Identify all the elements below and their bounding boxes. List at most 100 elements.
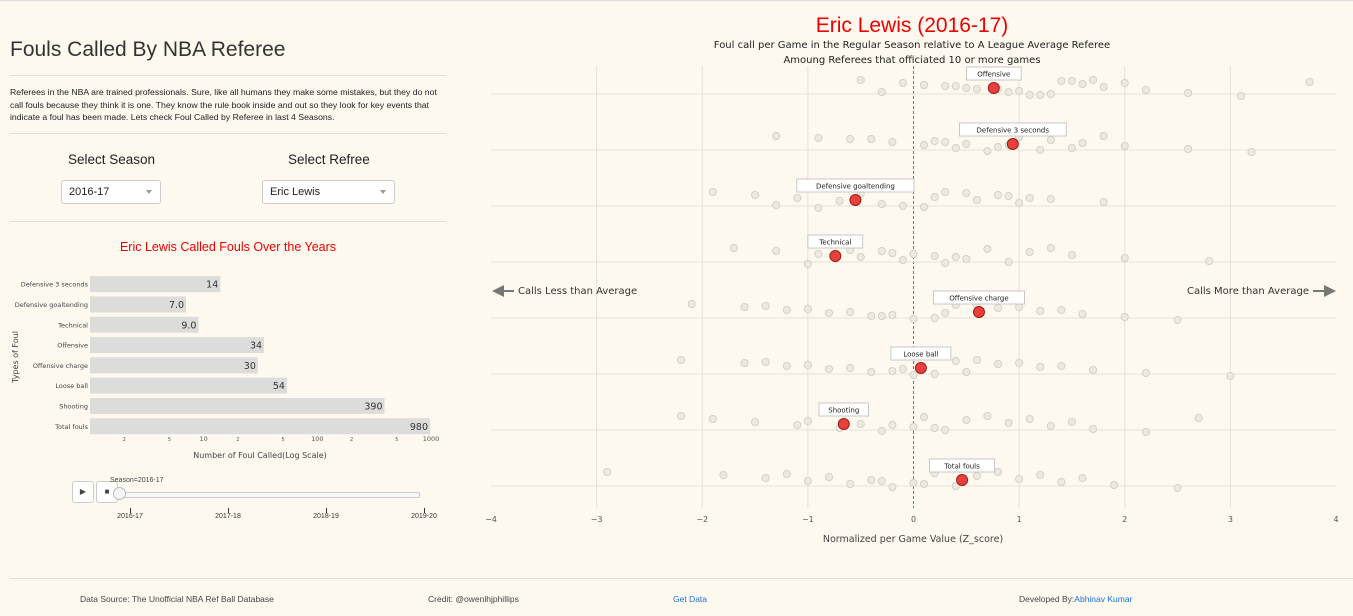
league-referee-point[interactable] (920, 140, 929, 149)
bar[interactable] (90, 377, 287, 394)
league-referee-point[interactable] (782, 361, 791, 370)
league-referee-point[interactable] (983, 146, 992, 155)
league-referee-point[interactable] (888, 248, 897, 257)
league-referee-point[interactable] (1089, 76, 1098, 85)
league-referee-point[interactable] (941, 82, 950, 91)
league-referee-point[interactable] (898, 201, 907, 210)
bar[interactable] (90, 296, 187, 313)
selected-referee-point[interactable] (829, 250, 842, 262)
league-referee-point[interactable] (867, 134, 876, 143)
league-referee-point[interactable] (1173, 483, 1182, 492)
league-referee-point[interactable] (1141, 86, 1150, 95)
league-referee-point[interactable] (920, 81, 929, 90)
league-referee-point[interactable] (867, 475, 876, 484)
league-referee-point[interactable] (772, 200, 781, 209)
league-referee-point[interactable] (1015, 87, 1024, 96)
league-referee-point[interactable] (951, 356, 960, 365)
league-referee-point[interactable] (1120, 253, 1129, 262)
slider-step-label[interactable]: 2018-19 (313, 513, 339, 520)
league-referee-point[interactable] (1089, 424, 1098, 433)
league-referee-point[interactable] (1067, 250, 1076, 259)
league-referee-point[interactable] (909, 478, 918, 487)
league-referee-point[interactable] (814, 203, 823, 212)
selected-referee-point[interactable] (914, 362, 927, 374)
league-referee-point[interactable] (761, 301, 770, 310)
league-referee-point[interactable] (1078, 473, 1087, 482)
selected-referee-point[interactable] (837, 418, 850, 430)
league-referee-point[interactable] (941, 308, 950, 317)
league-referee-point[interactable] (708, 414, 717, 423)
selected-referee-point[interactable] (1006, 138, 1019, 150)
league-referee-point[interactable] (962, 415, 971, 424)
league-referee-point[interactable] (867, 311, 876, 320)
league-referee-point[interactable] (825, 364, 834, 373)
league-referee-point[interactable] (1046, 194, 1055, 203)
league-referee-point[interactable] (962, 188, 971, 197)
league-referee-point[interactable] (994, 303, 1003, 312)
league-referee-point[interactable] (1046, 243, 1055, 252)
selected-referee-point[interactable] (972, 306, 985, 318)
league-referee-point[interactable] (1173, 315, 1182, 324)
league-referee-point[interactable] (941, 187, 950, 196)
league-referee-point[interactable] (1004, 257, 1013, 266)
league-referee-point[interactable] (920, 412, 929, 421)
league-referee-point[interactable] (930, 251, 939, 260)
league-referee-point[interactable] (1067, 417, 1076, 426)
league-referee-point[interactable] (983, 411, 992, 420)
league-referee-point[interactable] (1184, 89, 1193, 98)
league-referee-point[interactable] (1078, 138, 1087, 147)
league-referee-point[interactable] (930, 369, 939, 378)
league-referee-point[interactable] (962, 254, 971, 263)
league-referee-point[interactable] (867, 367, 876, 376)
league-referee-point[interactable] (677, 355, 686, 364)
league-referee-point[interactable] (1004, 88, 1013, 97)
league-referee-point[interactable] (962, 139, 971, 148)
league-referee-point[interactable] (803, 360, 812, 369)
league-referee-point[interactable] (687, 299, 696, 308)
league-referee-point[interactable] (930, 192, 939, 201)
league-referee-point[interactable] (920, 479, 929, 488)
league-referee-point[interactable] (846, 363, 855, 372)
league-referee-point[interactable] (1004, 418, 1013, 427)
league-referee-point[interactable] (761, 473, 770, 482)
league-referee-point[interactable] (1015, 474, 1024, 483)
league-referee-point[interactable] (856, 76, 865, 85)
league-referee-point[interactable] (1025, 414, 1034, 423)
developer-link[interactable]: Abhinav Kumar (1074, 594, 1133, 604)
league-referee-point[interactable] (1141, 368, 1150, 377)
league-referee-point[interactable] (1046, 421, 1055, 430)
league-referee-point[interactable] (898, 364, 907, 373)
bar[interactable] (90, 397, 385, 414)
league-referee-point[interactable] (1089, 365, 1098, 374)
bar[interactable] (90, 316, 199, 333)
league-referee-point[interactable] (951, 252, 960, 261)
bar[interactable] (90, 276, 221, 293)
league-referee-point[interactable] (877, 311, 886, 320)
league-referee-point[interactable] (1205, 256, 1214, 265)
league-referee-point[interactable] (1120, 141, 1129, 150)
league-referee-point[interactable] (909, 249, 918, 258)
league-referee-point[interactable] (983, 244, 992, 253)
league-referee-point[interactable] (1015, 358, 1024, 367)
league-referee-point[interactable] (751, 190, 760, 199)
slider-step-label[interactable]: 2017-18 (215, 513, 241, 520)
league-referee-point[interactable] (1036, 145, 1045, 154)
league-referee-point[interactable] (761, 357, 770, 366)
league-referee-point[interactable] (994, 142, 1003, 151)
league-referee-point[interactable] (740, 358, 749, 367)
league-referee-point[interactable] (898, 255, 907, 264)
bar[interactable] (90, 418, 431, 435)
season-slider-handle[interactable] (113, 487, 126, 500)
selected-referee-point[interactable] (987, 82, 1000, 94)
league-referee-point[interactable] (1046, 90, 1055, 99)
league-referee-point[interactable] (856, 419, 865, 428)
league-referee-point[interactable] (994, 467, 1003, 476)
league-referee-point[interactable] (1078, 309, 1087, 318)
league-referee-point[interactable] (888, 366, 897, 375)
league-referee-point[interactable] (1247, 147, 1256, 156)
league-referee-point[interactable] (677, 411, 686, 420)
league-referee-point[interactable] (772, 131, 781, 140)
slider-step-label[interactable]: 2019-20 (411, 513, 437, 520)
league-referee-point[interactable] (1036, 306, 1045, 315)
league-referee-point[interactable] (1057, 305, 1066, 314)
